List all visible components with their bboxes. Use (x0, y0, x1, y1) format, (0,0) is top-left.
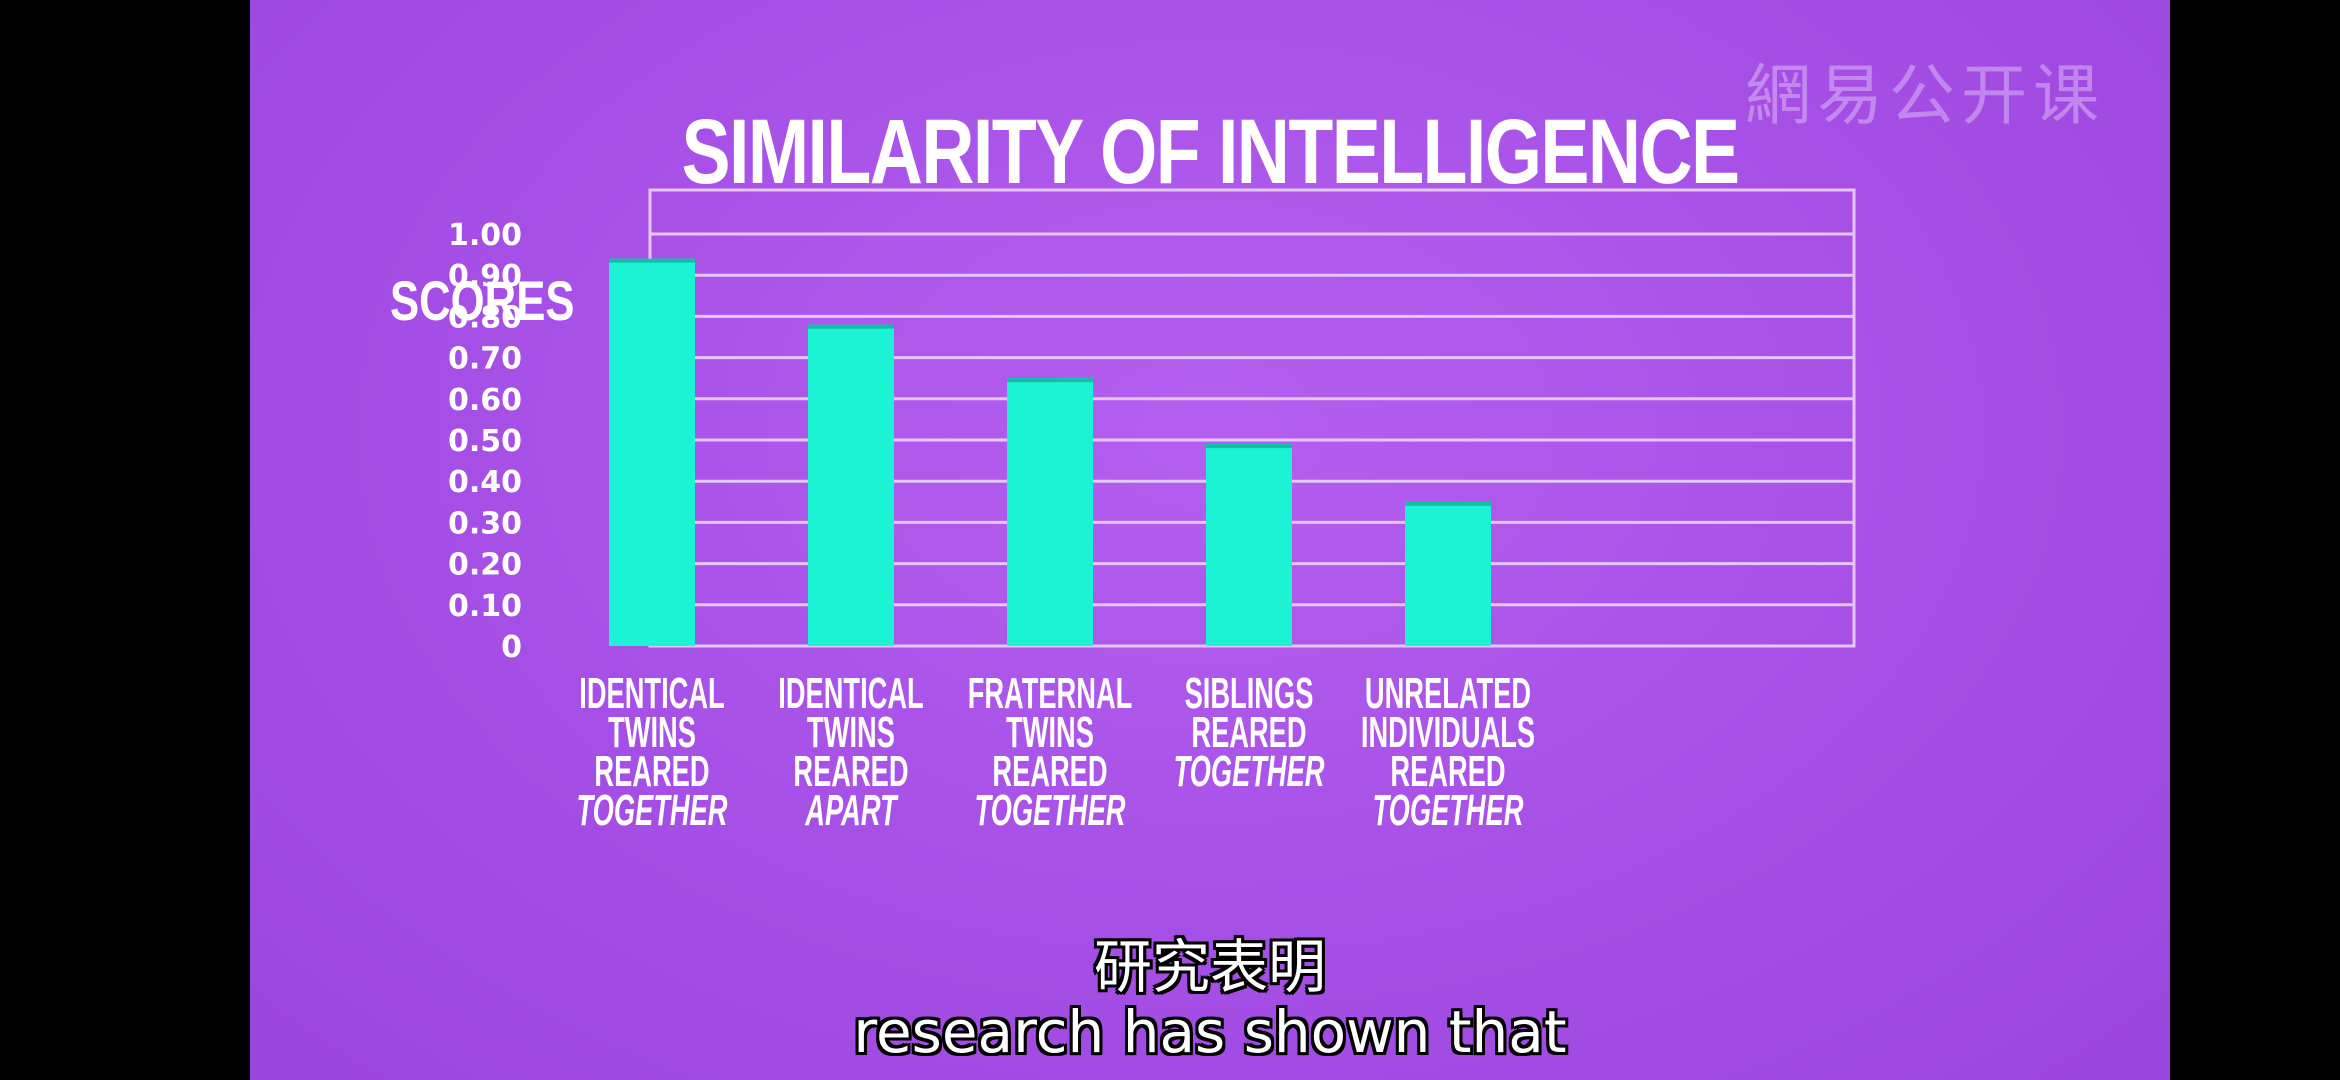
y-tick-label: 0.40 (448, 465, 522, 500)
bar (609, 258, 695, 646)
category-label: REARED (1390, 746, 1505, 795)
y-tick-label: 1.00 (448, 218, 522, 253)
y-tick-label: 0.30 (448, 506, 522, 541)
category-label: REARED (992, 746, 1107, 795)
category-label: INDIVIDUALS (1361, 707, 1535, 756)
chart-title: SIMILARITY OF INTELLIGENCE (681, 101, 1741, 203)
y-tick-label: 0.10 (448, 589, 522, 624)
category-label: SIBLINGS (1185, 668, 1314, 717)
category-label: TOGETHER (1372, 785, 1523, 834)
subtitle-chinese: 研究表明 (1093, 933, 1326, 1001)
bar-top-edge (1206, 444, 1292, 449)
category-label: UNRELATED (1365, 668, 1531, 717)
y-tick-label: 0.90 (448, 259, 522, 294)
bar (1007, 378, 1093, 646)
bar-top-edge (1007, 378, 1093, 383)
category-label: TWINS (608, 707, 696, 756)
bar-top-edge (609, 258, 695, 263)
bar-top-edge (808, 324, 894, 329)
watermark-logo: 網易公开课 (1745, 57, 2105, 134)
y-tick-label: 0.60 (448, 383, 522, 418)
y-tick-label: 0.20 (448, 548, 522, 583)
category-label: TOGETHER (1173, 746, 1324, 795)
bar-chart: 0 0.10 0.20 0.30 0.40 0.50 0.60 0.70 0.80 0.90 1.0… (448, 188, 1856, 835)
bar (1206, 444, 1292, 646)
category-label: APART (805, 785, 899, 834)
category-label: TOGETHER (576, 785, 727, 834)
category-label: FRATERNAL (968, 668, 1133, 717)
category-label: REARED (793, 746, 908, 795)
bar-top-edge (1405, 501, 1491, 506)
video-frame: 網易公开课 SIMILARITY OF INTELLIGENCE SCORES … (250, 0, 2170, 1080)
category-label: TWINS (1006, 707, 1094, 756)
bar (1405, 501, 1491, 646)
subtitle-english: research has shown that (853, 998, 1567, 1066)
category-label: IDENTICAL (579, 668, 724, 717)
category-label: REARED (594, 746, 709, 795)
category-label: TWINS (807, 707, 895, 756)
category-label: REARED (1191, 707, 1306, 756)
y-axis-label: SCORES (390, 269, 575, 332)
category-label: IDENTICAL (778, 668, 923, 717)
bar (808, 324, 894, 646)
category-label: TOGETHER (974, 785, 1125, 834)
y-tick-label: 0.50 (448, 424, 522, 459)
y-tick-label: 0 (501, 630, 522, 665)
y-tick-label: 0.70 (448, 342, 522, 377)
y-tick-label: 0.80 (448, 300, 522, 335)
